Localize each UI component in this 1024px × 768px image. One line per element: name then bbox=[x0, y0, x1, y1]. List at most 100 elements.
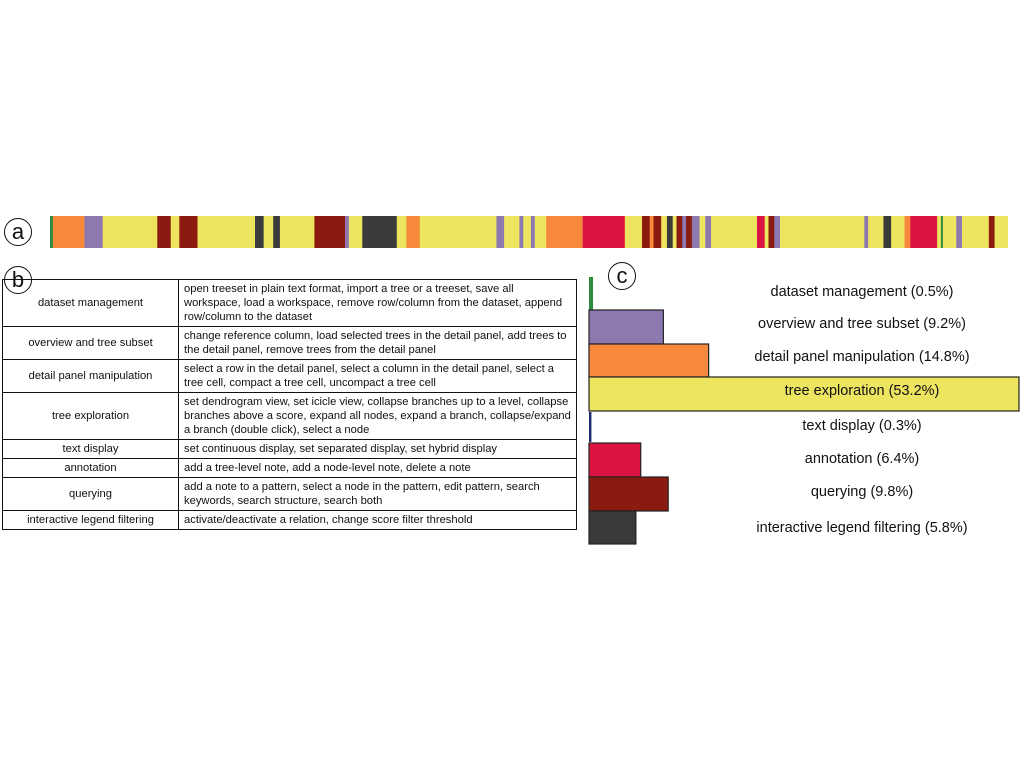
bar-dataset bbox=[589, 277, 594, 310]
sequence-segment-detail bbox=[546, 216, 584, 248]
sequence-segment-detail bbox=[904, 216, 911, 248]
bar-detail bbox=[588, 343, 710, 378]
sequence-segment-overview bbox=[705, 216, 712, 248]
table-actions-cell: set dendrogram view, set icicle view, co… bbox=[178, 392, 577, 440]
sequence-segment-detail bbox=[649, 216, 654, 248]
sequence-segment-tree bbox=[868, 216, 884, 248]
sequence-segment-detail bbox=[52, 216, 85, 248]
bar-label-detail: detail panel manipulation (14.8%) bbox=[754, 349, 969, 365]
sequence-segment-querying bbox=[653, 216, 662, 248]
sequence-segment-overview bbox=[864, 216, 869, 248]
bar-label-dataset: dataset management (0.5%) bbox=[771, 284, 954, 300]
panel-label-c: c bbox=[608, 262, 636, 290]
bar-label-tree: tree exploration (53.2%) bbox=[785, 383, 940, 399]
sequence-segment-legend bbox=[273, 216, 281, 248]
sequence-segment-detail bbox=[406, 216, 421, 248]
table-actions-cell: set continuous display, set separated di… bbox=[178, 439, 577, 459]
sequence-segment-tree bbox=[711, 216, 758, 248]
table-row: tree exploration set dendrogram view, set… bbox=[2, 392, 577, 440]
bar-annotation bbox=[588, 442, 642, 478]
sequence-segment-tree bbox=[672, 216, 677, 248]
bar-legend bbox=[588, 510, 637, 545]
sequence-segment-overview bbox=[956, 216, 963, 248]
sequence-segment-overview bbox=[691, 216, 700, 248]
table-row: querying add a note to a pattern, select … bbox=[2, 477, 577, 511]
table-category-cell: detail panel manipulation bbox=[2, 359, 179, 393]
sequence-segment-querying bbox=[642, 216, 651, 248]
table-row: dataset management open treeset in plain … bbox=[2, 279, 577, 327]
sequence-segment-querying bbox=[686, 216, 693, 248]
table-category-cell: interactive legend filtering bbox=[2, 510, 179, 530]
sequence-segment-tree bbox=[699, 216, 706, 248]
sequence-segment-tree bbox=[279, 216, 315, 248]
table-actions-cell: change reference column, load selected t… bbox=[178, 326, 577, 360]
sequence-segment-legend bbox=[255, 216, 265, 248]
sequence-segment-querying bbox=[676, 216, 683, 248]
sequence-segment-tree bbox=[891, 216, 905, 248]
sequence-segment-querying bbox=[157, 216, 172, 248]
sequence-segment-annotation bbox=[582, 216, 626, 248]
sequence-segment-legend bbox=[362, 216, 398, 248]
sequence-segment-tree bbox=[780, 216, 865, 248]
sequence-segment-overview bbox=[84, 216, 104, 248]
bar-label-text: text display (0.3%) bbox=[802, 418, 921, 434]
sequence-segment-overview bbox=[530, 216, 536, 248]
sequence-segment-tree bbox=[994, 216, 1008, 248]
bar-text bbox=[589, 412, 592, 442]
sequence-segment-tree bbox=[534, 216, 547, 248]
sequence-segment-overview bbox=[682, 216, 687, 248]
table-actions-cell: open treeset in plain text format, impor… bbox=[178, 279, 577, 327]
sequence-segment-querying bbox=[768, 216, 775, 248]
sequence-segment-tree bbox=[661, 216, 668, 248]
category-distribution-chart: dataset management (0.5%) overview and tr… bbox=[588, 277, 1020, 545]
bar-label-annotation: annotation (6.4%) bbox=[805, 451, 919, 467]
sequence-segment-overview bbox=[774, 216, 781, 248]
panel-label-a: a bbox=[4, 218, 32, 246]
table-actions-cell: activate/deactivate a relation, change s… bbox=[178, 510, 577, 530]
interaction-sequence-chart bbox=[50, 216, 1008, 248]
table-category-cell: overview and tree subset bbox=[2, 326, 179, 360]
sequence-segment-tree bbox=[197, 216, 256, 248]
sequence-segment-querying bbox=[988, 216, 995, 248]
sequence-segment-tree bbox=[263, 216, 274, 248]
table-category-cell: annotation bbox=[2, 458, 179, 478]
sequence-segment-overview bbox=[496, 216, 505, 248]
sequence-segment-querying bbox=[179, 216, 198, 248]
table-row: annotation add a tree-level note, add a n… bbox=[2, 458, 577, 478]
sequence-segment-dataset bbox=[940, 216, 944, 248]
table-category-cell: dataset management bbox=[2, 279, 179, 327]
sequence-segment-tree bbox=[624, 216, 643, 248]
sequence-segment-dataset bbox=[50, 216, 54, 248]
sequence-segment-tree bbox=[962, 216, 990, 248]
table-category-cell: text display bbox=[2, 439, 179, 459]
table-row: overview and tree subset change reference… bbox=[2, 326, 577, 360]
table-row: interactive legend filtering activate/dea… bbox=[2, 510, 577, 530]
sequence-segment-annotation bbox=[910, 216, 938, 248]
table-row: text display set continuous display, set … bbox=[2, 439, 577, 459]
table-category-cell: querying bbox=[2, 477, 179, 511]
sequence-segment-overview bbox=[519, 216, 524, 248]
sequence-segment-querying bbox=[314, 216, 346, 248]
table-category-cell: tree exploration bbox=[2, 392, 179, 440]
table-row: detail panel manipulation select a row in… bbox=[2, 359, 577, 393]
sequence-segment-tree bbox=[102, 216, 158, 248]
sequence-segment-annotation bbox=[757, 216, 766, 248]
sequence-segment-tree bbox=[764, 216, 769, 248]
sequence-segment-tree bbox=[419, 216, 497, 248]
sequence-segment-legend bbox=[666, 216, 674, 248]
task-category-table: dataset management open treeset in plain … bbox=[2, 279, 577, 530]
sequence-segment-tree bbox=[504, 216, 520, 248]
sequence-segment-tree bbox=[170, 216, 180, 248]
sequence-segment-legend bbox=[883, 216, 892, 248]
sequence-segment-tree bbox=[348, 216, 363, 248]
bar-label-legend: interactive legend filtering (5.8%) bbox=[756, 520, 967, 536]
bar-tree bbox=[588, 376, 1020, 412]
table-actions-cell: select a row in the detail panel, select… bbox=[178, 359, 577, 393]
sequence-segment-tree bbox=[396, 216, 407, 248]
bar-overview bbox=[588, 309, 664, 345]
sequence-segment-tree bbox=[523, 216, 532, 248]
bar-label-querying: querying (9.8%) bbox=[811, 484, 913, 500]
table-actions-cell: add a note to a pattern, select a node i… bbox=[178, 477, 577, 511]
table-actions-cell: add a tree-level note, add a node-level … bbox=[178, 458, 577, 478]
sequence-segment-overview bbox=[345, 216, 350, 248]
